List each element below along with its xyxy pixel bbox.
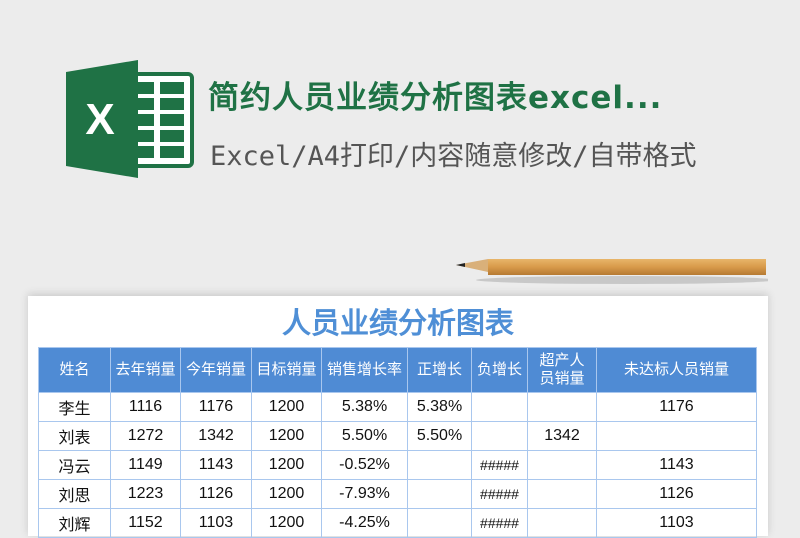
table-cell: 5.38%: [407, 392, 472, 422]
table-cell: [596, 421, 757, 451]
table-cell: 1126: [180, 479, 252, 509]
spreadsheet-preview: 人员业绩分析图表 姓名 去年销量 今年销量 目标销量 销售增长率 正增长 负增长 超产人员销量…: [28, 296, 768, 538]
table-cell: 1116: [110, 392, 181, 422]
column-header: 目标销量: [251, 347, 322, 393]
table-cell: [527, 392, 597, 422]
column-header: 今年销量: [180, 347, 252, 393]
excel-logo-icon: X: [66, 60, 194, 178]
table-cell: 1342: [527, 421, 597, 451]
column-header: 去年销量: [110, 347, 181, 393]
table-cell: 1223: [110, 479, 181, 509]
table-cell: #####: [471, 508, 528, 538]
table-cell: 刘思: [38, 479, 111, 509]
table-row: 刘辉 1152 1103 1200 -4.25% ##### 1103: [38, 508, 757, 538]
table-cell: [471, 421, 528, 451]
table-cell: 5.38%: [321, 392, 408, 422]
page-title: 简约人员业绩分析图表excel...: [208, 80, 663, 116]
table-cell: -7.93%: [321, 479, 408, 509]
table-row: 刘表 1272 1342 1200 5.50% 5.50% 1342: [38, 421, 757, 451]
table-cell: 1103: [596, 508, 757, 538]
table-cell: 1272: [110, 421, 181, 451]
table-row: 刘思 1223 1126 1200 -7.93% ##### 1126: [38, 479, 757, 509]
table-cell: #####: [471, 450, 528, 480]
table-cell: 1200: [251, 450, 322, 480]
table-cell: [527, 450, 597, 480]
table-cell: -4.25%: [321, 508, 408, 538]
table-cell: 1200: [251, 479, 322, 509]
table-cell: 1152: [110, 508, 181, 538]
table-cell: [527, 479, 597, 509]
table-cell: 5.50%: [407, 421, 472, 451]
column-header: 姓名: [38, 347, 111, 393]
table-cell: 5.50%: [321, 421, 408, 451]
pencil-icon: [456, 259, 768, 284]
column-header: 超产人员销量: [527, 347, 597, 393]
table-row: 李生 1116 1176 1200 5.38% 5.38% 1176: [38, 392, 757, 422]
table-cell: [471, 392, 528, 422]
table-cell: 1143: [596, 450, 757, 480]
table-cell: 1149: [110, 450, 181, 480]
table-cell: [407, 479, 472, 509]
table-cell: 1176: [596, 392, 757, 422]
table-cell: -0.52%: [321, 450, 408, 480]
performance-table: 姓名 去年销量 今年销量 目标销量 销售增长率 正增长 负增长 超产人员销量 未达标人员销量 李…: [38, 347, 757, 538]
column-header: 销售增长率: [321, 347, 408, 393]
table-cell: 李生: [38, 392, 111, 422]
column-header: 未达标人员销量: [596, 347, 757, 393]
table-cell: 刘表: [38, 421, 111, 451]
table-cell: 1200: [251, 508, 322, 538]
sheet-title: 人员业绩分析图表: [281, 306, 514, 340]
table-cell: 1342: [180, 421, 252, 451]
table-cell: 刘辉: [38, 508, 111, 538]
table-cell: 1103: [180, 508, 252, 538]
table-cell: 1200: [251, 421, 322, 451]
table-cell: [407, 508, 472, 538]
table-cell: #####: [471, 479, 528, 509]
table-cell: 1176: [180, 392, 252, 422]
column-header: 负增长: [471, 347, 528, 393]
table-cell: 1126: [596, 479, 757, 509]
table-row: 冯云 1149 1143 1200 -0.52% ##### 1143: [38, 450, 757, 480]
page-subtitle: Excel/A4打印/内容随意修改/自带格式: [210, 141, 697, 172]
svg-text:X: X: [85, 95, 114, 144]
table-cell: 1143: [180, 450, 252, 480]
table-cell: [407, 450, 472, 480]
table-cell: 冯云: [38, 450, 111, 480]
table-cell: 1200: [251, 392, 322, 422]
column-header: 正增长: [407, 347, 472, 393]
table-cell: [527, 508, 597, 538]
